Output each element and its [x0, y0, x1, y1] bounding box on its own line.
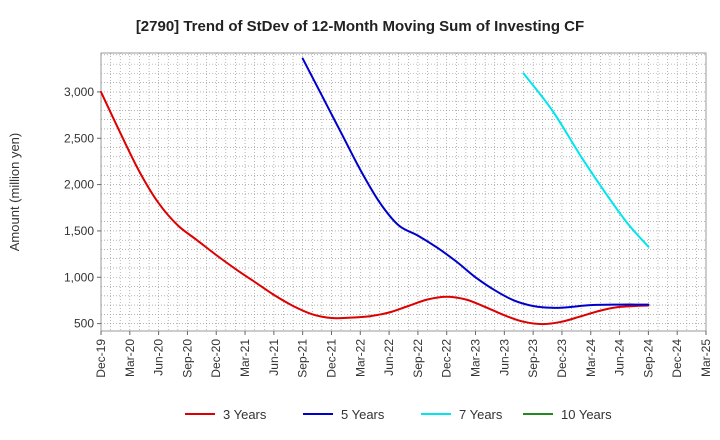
plot-area — [100, 52, 707, 332]
x-tick-label: Jun-20 — [152, 339, 166, 376]
x-tick-label: Jun-22 — [382, 339, 396, 376]
y-tick-label: 3,000 — [64, 85, 94, 99]
x-tick-label: Dec-24 — [670, 339, 684, 378]
y-tick-label: 2,500 — [64, 131, 94, 145]
chart-title: [2790] Trend of StDev of 12-Month Moving… — [136, 18, 584, 35]
y-tick-label: 500 — [74, 317, 94, 331]
legend-label-5-years: 5 Years — [341, 407, 385, 422]
y-tick-label: 1,000 — [64, 270, 94, 284]
legend-label-7-years: 7 Years — [459, 407, 503, 422]
y-tick-label: 2,000 — [64, 178, 94, 192]
x-tick-label: Sep-20 — [180, 339, 194, 378]
series-line-3-years — [100, 90, 650, 326]
legend-label-10-years: 10 Years — [561, 407, 612, 422]
x-tick-label: Jun-21 — [267, 339, 281, 376]
x-tick-label: Mar-23 — [469, 339, 483, 377]
series-line-5-years — [301, 57, 650, 309]
y-tick-label: 1,500 — [64, 224, 94, 238]
x-tick-label: Dec-23 — [555, 339, 569, 378]
x-tick-label: Mar-21 — [238, 339, 252, 377]
grid-layer — [100, 52, 707, 332]
x-tick-label: Dec-19 — [94, 339, 108, 378]
x-tick-label: Sep-21 — [296, 339, 310, 378]
x-tick-label: Dec-21 — [324, 339, 338, 378]
y-axis-label: Amount (million yen) — [7, 133, 22, 252]
x-tick-label: Mar-22 — [353, 339, 367, 377]
x-tick-label: Mar-20 — [123, 339, 137, 377]
x-tick-label: Sep-22 — [411, 339, 425, 378]
legend-label-3-years: 3 Years — [223, 407, 267, 422]
x-tick-label: Mar-24 — [584, 339, 598, 377]
x-tick-label: Dec-20 — [209, 339, 223, 378]
axis-layer: 500 1,000 1,500 2,000 2,500 3,000 Dec-19 Mar-20… — [64, 85, 713, 378]
x-tick-label: Mar-25 — [699, 339, 713, 377]
series-layer — [100, 57, 650, 326]
x-tick-label: Sep-24 — [641, 339, 655, 378]
series-line-7-years — [522, 72, 650, 248]
x-tick-label: Jun-23 — [497, 339, 511, 376]
x-tick-label: Jun-24 — [613, 339, 627, 376]
x-tick-label: Dec-22 — [440, 339, 454, 378]
x-tick-label: Sep-23 — [526, 339, 540, 378]
legend: 3 Years 5 Years 7 Years 10 Years — [185, 407, 612, 422]
